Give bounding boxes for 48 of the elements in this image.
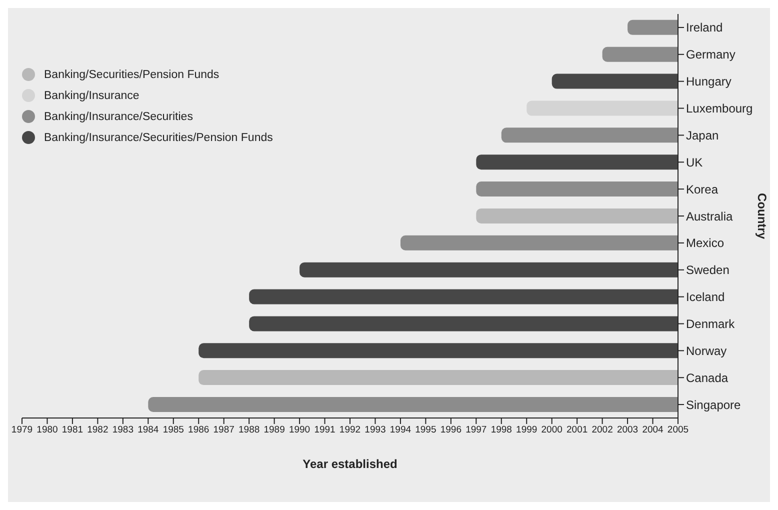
y-axis-title: Country bbox=[754, 193, 769, 240]
x-tick-label: 1984 bbox=[138, 424, 159, 436]
x-tick-label: 1990 bbox=[288, 424, 310, 436]
x-tick-label: 1996 bbox=[440, 424, 462, 436]
x-axis-title: Year established bbox=[302, 457, 398, 471]
x-tick-label: 1979 bbox=[11, 424, 33, 436]
x-tick-label: 2000 bbox=[541, 424, 562, 436]
y-tick-label: Sweden bbox=[686, 263, 730, 278]
x-tick-label: 1991 bbox=[314, 424, 336, 436]
x-tick-label: 2003 bbox=[616, 424, 638, 436]
y-tick-label: Singapore bbox=[686, 398, 742, 412]
x-tick-label: 1998 bbox=[490, 424, 512, 436]
y-tick-label: Germany bbox=[686, 48, 736, 62]
legend-label: Banking/Insurance/Securities/Pension Funds bbox=[44, 132, 273, 144]
y-tick-label: UK bbox=[686, 155, 703, 170]
y-tick-label: Norway bbox=[686, 344, 727, 358]
y-tick-label: Japan bbox=[686, 128, 719, 142]
y-tick-label: Ireland bbox=[686, 20, 723, 35]
y-tick-label: Denmark bbox=[686, 316, 736, 331]
x-tick-label: 2004 bbox=[642, 424, 664, 436]
x-tick-label: 1994 bbox=[390, 424, 412, 436]
x-tick-label: 1986 bbox=[188, 424, 210, 436]
y-tick-label: Luxembourg bbox=[686, 102, 753, 116]
x-tick-label: 1999 bbox=[516, 424, 538, 436]
legend-label: Banking/Insurance/Securities bbox=[44, 110, 193, 122]
x-tick-label: 1993 bbox=[364, 424, 386, 436]
y-tick-label: Iceland bbox=[686, 290, 725, 304]
legend-label: Banking/Securities/Pension Funds bbox=[44, 68, 220, 80]
y-tick-label: Canada bbox=[686, 370, 728, 385]
x-tick-label: 1987 bbox=[213, 424, 234, 436]
legend-label: Banking/Insurance bbox=[44, 90, 140, 102]
y-tick-label: Mexico bbox=[686, 236, 724, 250]
x-tick-label: 1992 bbox=[339, 424, 361, 436]
x-tick-label: 1997 bbox=[466, 424, 487, 436]
y-tick-label: Korea bbox=[686, 182, 718, 196]
x-tick-label: 2002 bbox=[592, 424, 613, 436]
x-tick-label: 1981 bbox=[62, 424, 84, 436]
x-tick-label: 1983 bbox=[112, 424, 134, 436]
x-tick-label: 2005 bbox=[667, 424, 689, 436]
y-tick-label: Australia bbox=[686, 209, 734, 224]
x-tick-label: 1982 bbox=[87, 424, 108, 436]
x-tick-label: 2001 bbox=[566, 424, 588, 436]
x-tick-label: 1989 bbox=[264, 424, 285, 436]
x-tick-label: 1980 bbox=[36, 424, 58, 436]
x-tick-label: 1985 bbox=[162, 424, 184, 436]
y-tick-label: Hungary bbox=[686, 74, 732, 89]
x-tick-label: 1995 bbox=[415, 424, 436, 436]
x-tick-label: 1988 bbox=[238, 424, 260, 436]
